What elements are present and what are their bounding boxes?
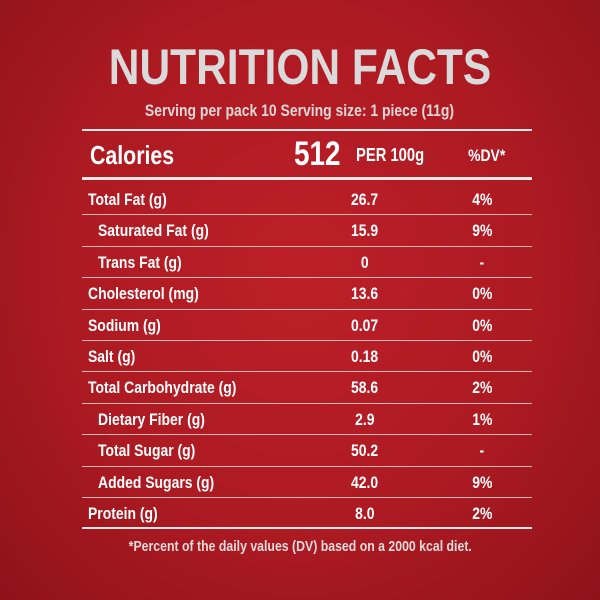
nutrient-dv: 9%: [471, 221, 493, 241]
nutrient-name: Sodium (g): [88, 315, 161, 335]
nutrient-value: 0.18: [351, 346, 379, 366]
calories-label: Calories: [90, 140, 175, 170]
nutrient-name: Added Sugars (g): [98, 472, 215, 492]
nutrient-value: 15.9: [351, 221, 379, 241]
page-title: NUTRITION FACTS: [108, 39, 492, 95]
nutrient-value: 2.9: [355, 409, 375, 429]
nutrient-name: Cholesterol (mg): [88, 284, 199, 304]
nutrient-name: Total Fat (g): [88, 190, 167, 209]
divider: [82, 177, 532, 180]
table-row: Total Sugar (g) 50.2 -: [82, 435, 532, 467]
nutrient-value: 50.2: [351, 441, 379, 461]
nutrient-dv: -: [479, 252, 485, 272]
nutrient-dv: 2%: [471, 503, 493, 523]
table-row: Total Carbohydrate (g) 58.6 2%: [82, 372, 532, 404]
serving-info: Serving per pack 10 Serving size: 1 piec…: [145, 101, 455, 120]
nutrient-name: Saturated Fat (g): [98, 221, 209, 241]
calories-value: 512: [294, 135, 341, 173]
table-row: Protein (g) 8.0 2%: [82, 498, 532, 530]
nutrient-dv: 4%: [471, 190, 493, 209]
nutrient-name: Trans Fat (g): [98, 252, 182, 272]
table-row: Cholesterol (mg) 13.6 0%: [82, 278, 532, 310]
table-row: Saturated Fat (g) 15.9 9%: [82, 215, 532, 247]
nutrient-value: 8.0: [355, 503, 375, 523]
nutrient-dv: -: [479, 441, 485, 461]
dv-header: %DV*: [468, 146, 506, 165]
nutrient-dv: 0%: [471, 346, 493, 366]
nutrient-value: 26.7: [351, 190, 379, 209]
nutrient-name: Dietary Fiber (g): [98, 409, 205, 429]
nutrient-value: 13.6: [351, 284, 379, 304]
nutrient-dv: 2%: [471, 378, 493, 398]
table-row: Salt (g) 0.18 0%: [82, 341, 532, 373]
nutrient-dv: 1%: [471, 409, 493, 429]
footnote: *Percent of the daily values (DV) based …: [128, 538, 472, 555]
calories-row: Calories 512 PER 100g %DV*: [82, 132, 532, 176]
nutrient-name: Salt (g): [88, 346, 136, 366]
calories-per: PER 100g: [356, 145, 425, 165]
nutrient-name: Protein (g): [88, 503, 158, 523]
nutrient-value: 42.0: [351, 472, 379, 492]
nutrient-value: 0: [361, 252, 369, 272]
nutrient-value: 0.07: [351, 315, 379, 335]
table-row: Total Fat (g) 26.7 4%: [82, 184, 532, 216]
table-row: Added Sugars (g) 42.0 9%: [82, 467, 532, 498]
table-row: Dietary Fiber (g) 2.9 1%: [82, 404, 532, 436]
table-row: Sodium (g) 0.07 0%: [82, 310, 532, 341]
nutrient-dv: 0%: [471, 315, 493, 335]
table-row: Trans Fat (g) 0 -: [82, 247, 532, 279]
nutrient-name: Total Sugar (g): [98, 441, 196, 461]
nutrient-dv: 9%: [471, 472, 493, 492]
nutrient-value: 58.6: [351, 378, 379, 398]
divider: [82, 129, 532, 131]
nutrient-dv: 0%: [471, 284, 493, 304]
nutrient-table: Total Fat (g) 26.7 4% Saturated Fat (g) 1…: [82, 184, 532, 530]
nutrient-name: Total Carbohydrate (g): [88, 378, 237, 398]
